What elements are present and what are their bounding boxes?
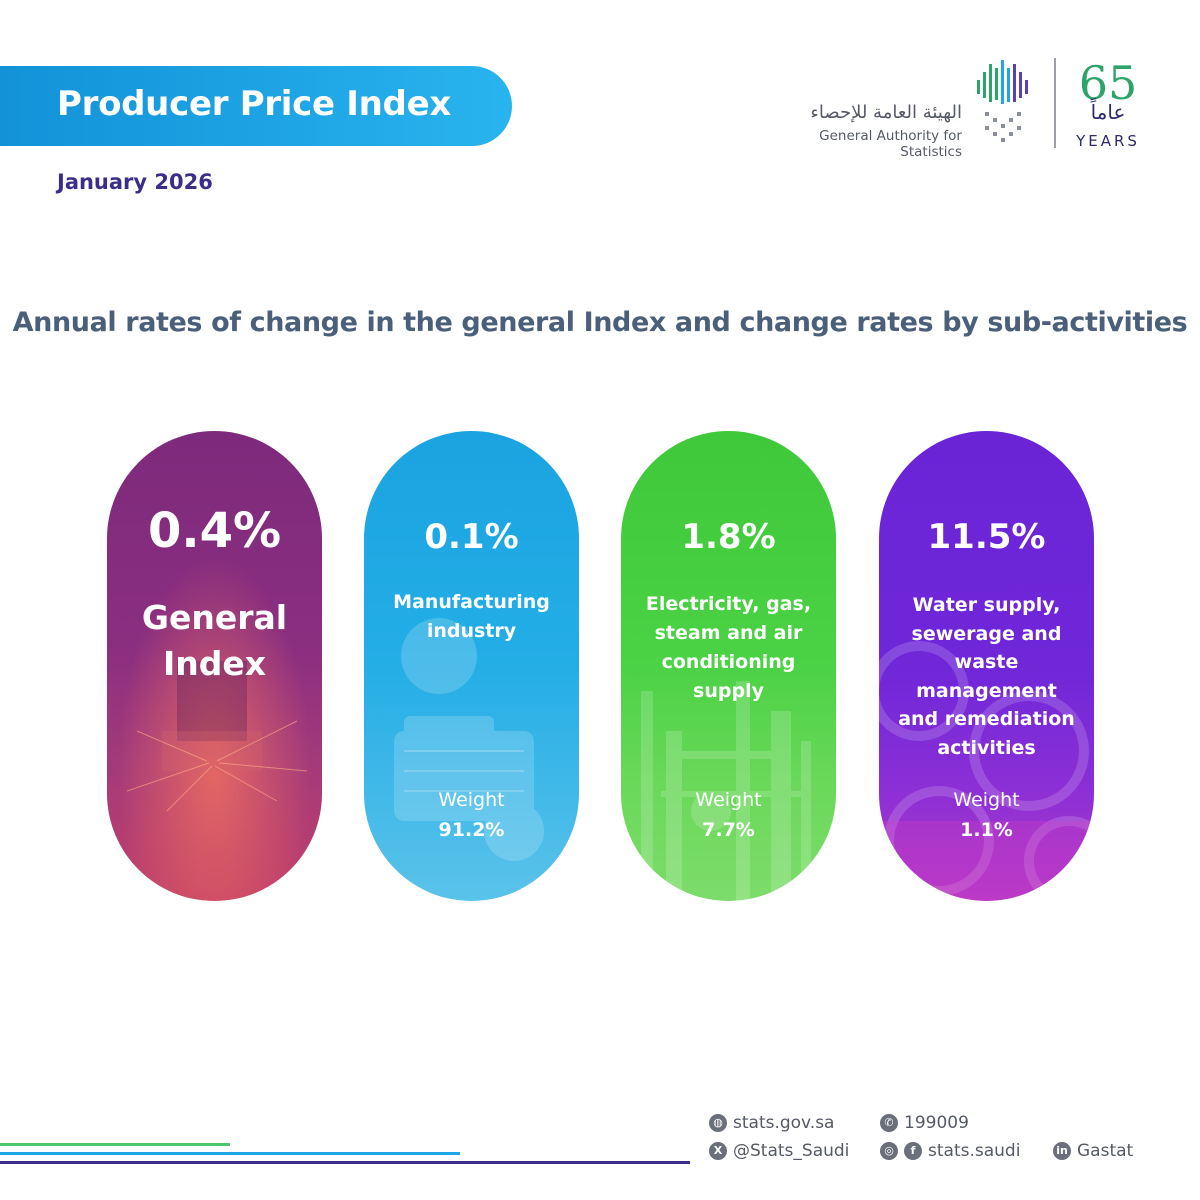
page-title: Producer Price Index: [57, 84, 451, 124]
weight-label: Weight: [953, 789, 1020, 811]
card-label: Electricity, gas, steam and air conditio…: [645, 593, 812, 702]
weight-value: 91.2%: [438, 819, 505, 841]
website-link[interactable]: ◍ stats.gov.sa: [709, 1113, 834, 1133]
social-text: stats.saudi: [928, 1141, 1021, 1161]
title-banner: [0, 66, 512, 146]
weight-value: 1.1%: [960, 819, 1013, 841]
logo-divider: [1054, 58, 1056, 148]
footer-decorative-lines: [0, 1143, 690, 1164]
section-headline: Annual rates of change in the general In…: [12, 307, 1188, 338]
machining-sparks-background-icon: [107, 431, 322, 901]
phone-text: 199009: [904, 1113, 969, 1133]
badge-arabic: عاماً: [1090, 100, 1126, 124]
badge-english: YEARS: [1076, 132, 1140, 150]
report-date: January 2026: [57, 170, 213, 194]
anniversary-badge: 65 عاماً YEARS: [1070, 56, 1160, 151]
card-label: Water supply, sewerage and waste managem…: [898, 594, 1075, 759]
pipes-background-icon: [879, 641, 1094, 901]
linkedin-link[interactable]: in Gastat: [1053, 1141, 1133, 1161]
electricity-card: 1.8% Electricity, gas, steam and air con…: [621, 431, 836, 901]
website-text: stats.gov.sa: [733, 1113, 835, 1133]
weight-label: Weight: [438, 789, 505, 811]
card-value: 1.8%: [681, 517, 776, 557]
weight-label: Weight: [695, 789, 762, 811]
x-twitter-icon: X: [709, 1142, 727, 1160]
manufacturing-card: 0.1% Manufacturing industry Weight 91.2%: [364, 431, 579, 901]
twitter-link[interactable]: X @Stats_Saudi: [709, 1141, 849, 1161]
card-value: 0.4%: [147, 503, 282, 559]
water-supply-card: 11.5% Water supply, sewerage and waste m…: [879, 431, 1094, 901]
electric-motor-background-icon: [394, 618, 544, 861]
power-plant-background-icon: [641, 681, 811, 901]
social-link[interactable]: ◎ f stats.saudi: [880, 1141, 1020, 1161]
gastat-emblem-icon: [977, 60, 1028, 142]
badge-number: 65: [1078, 56, 1138, 110]
globe-icon: ◍: [709, 1114, 727, 1132]
phone-link[interactable]: ✆ 199009: [880, 1113, 969, 1133]
linkedin-icon: in: [1053, 1142, 1071, 1160]
general-index-card: 0.4% General Index: [107, 431, 322, 901]
card-label: Manufacturing industry: [393, 591, 550, 642]
card-value: 11.5%: [927, 517, 1046, 557]
facebook-icon: f: [904, 1142, 922, 1160]
twitter-text: @Stats_Saudi: [733, 1141, 850, 1161]
card-value: 0.1%: [424, 517, 519, 557]
instagram-icon: ◎: [880, 1142, 898, 1160]
logo-arabic-name: الهيئة العامة للإحصاء: [810, 102, 962, 123]
logo-english-name: General Authority for Statistics: [819, 128, 962, 160]
linkedin-text: Gastat: [1077, 1141, 1134, 1161]
card-label: General Index: [141, 598, 288, 683]
gastat-logo: الهيئة العامة للإحصاء General Authority …: [770, 52, 1160, 160]
phone-icon: ✆: [880, 1114, 898, 1132]
weight-value: 7.7%: [702, 819, 755, 841]
